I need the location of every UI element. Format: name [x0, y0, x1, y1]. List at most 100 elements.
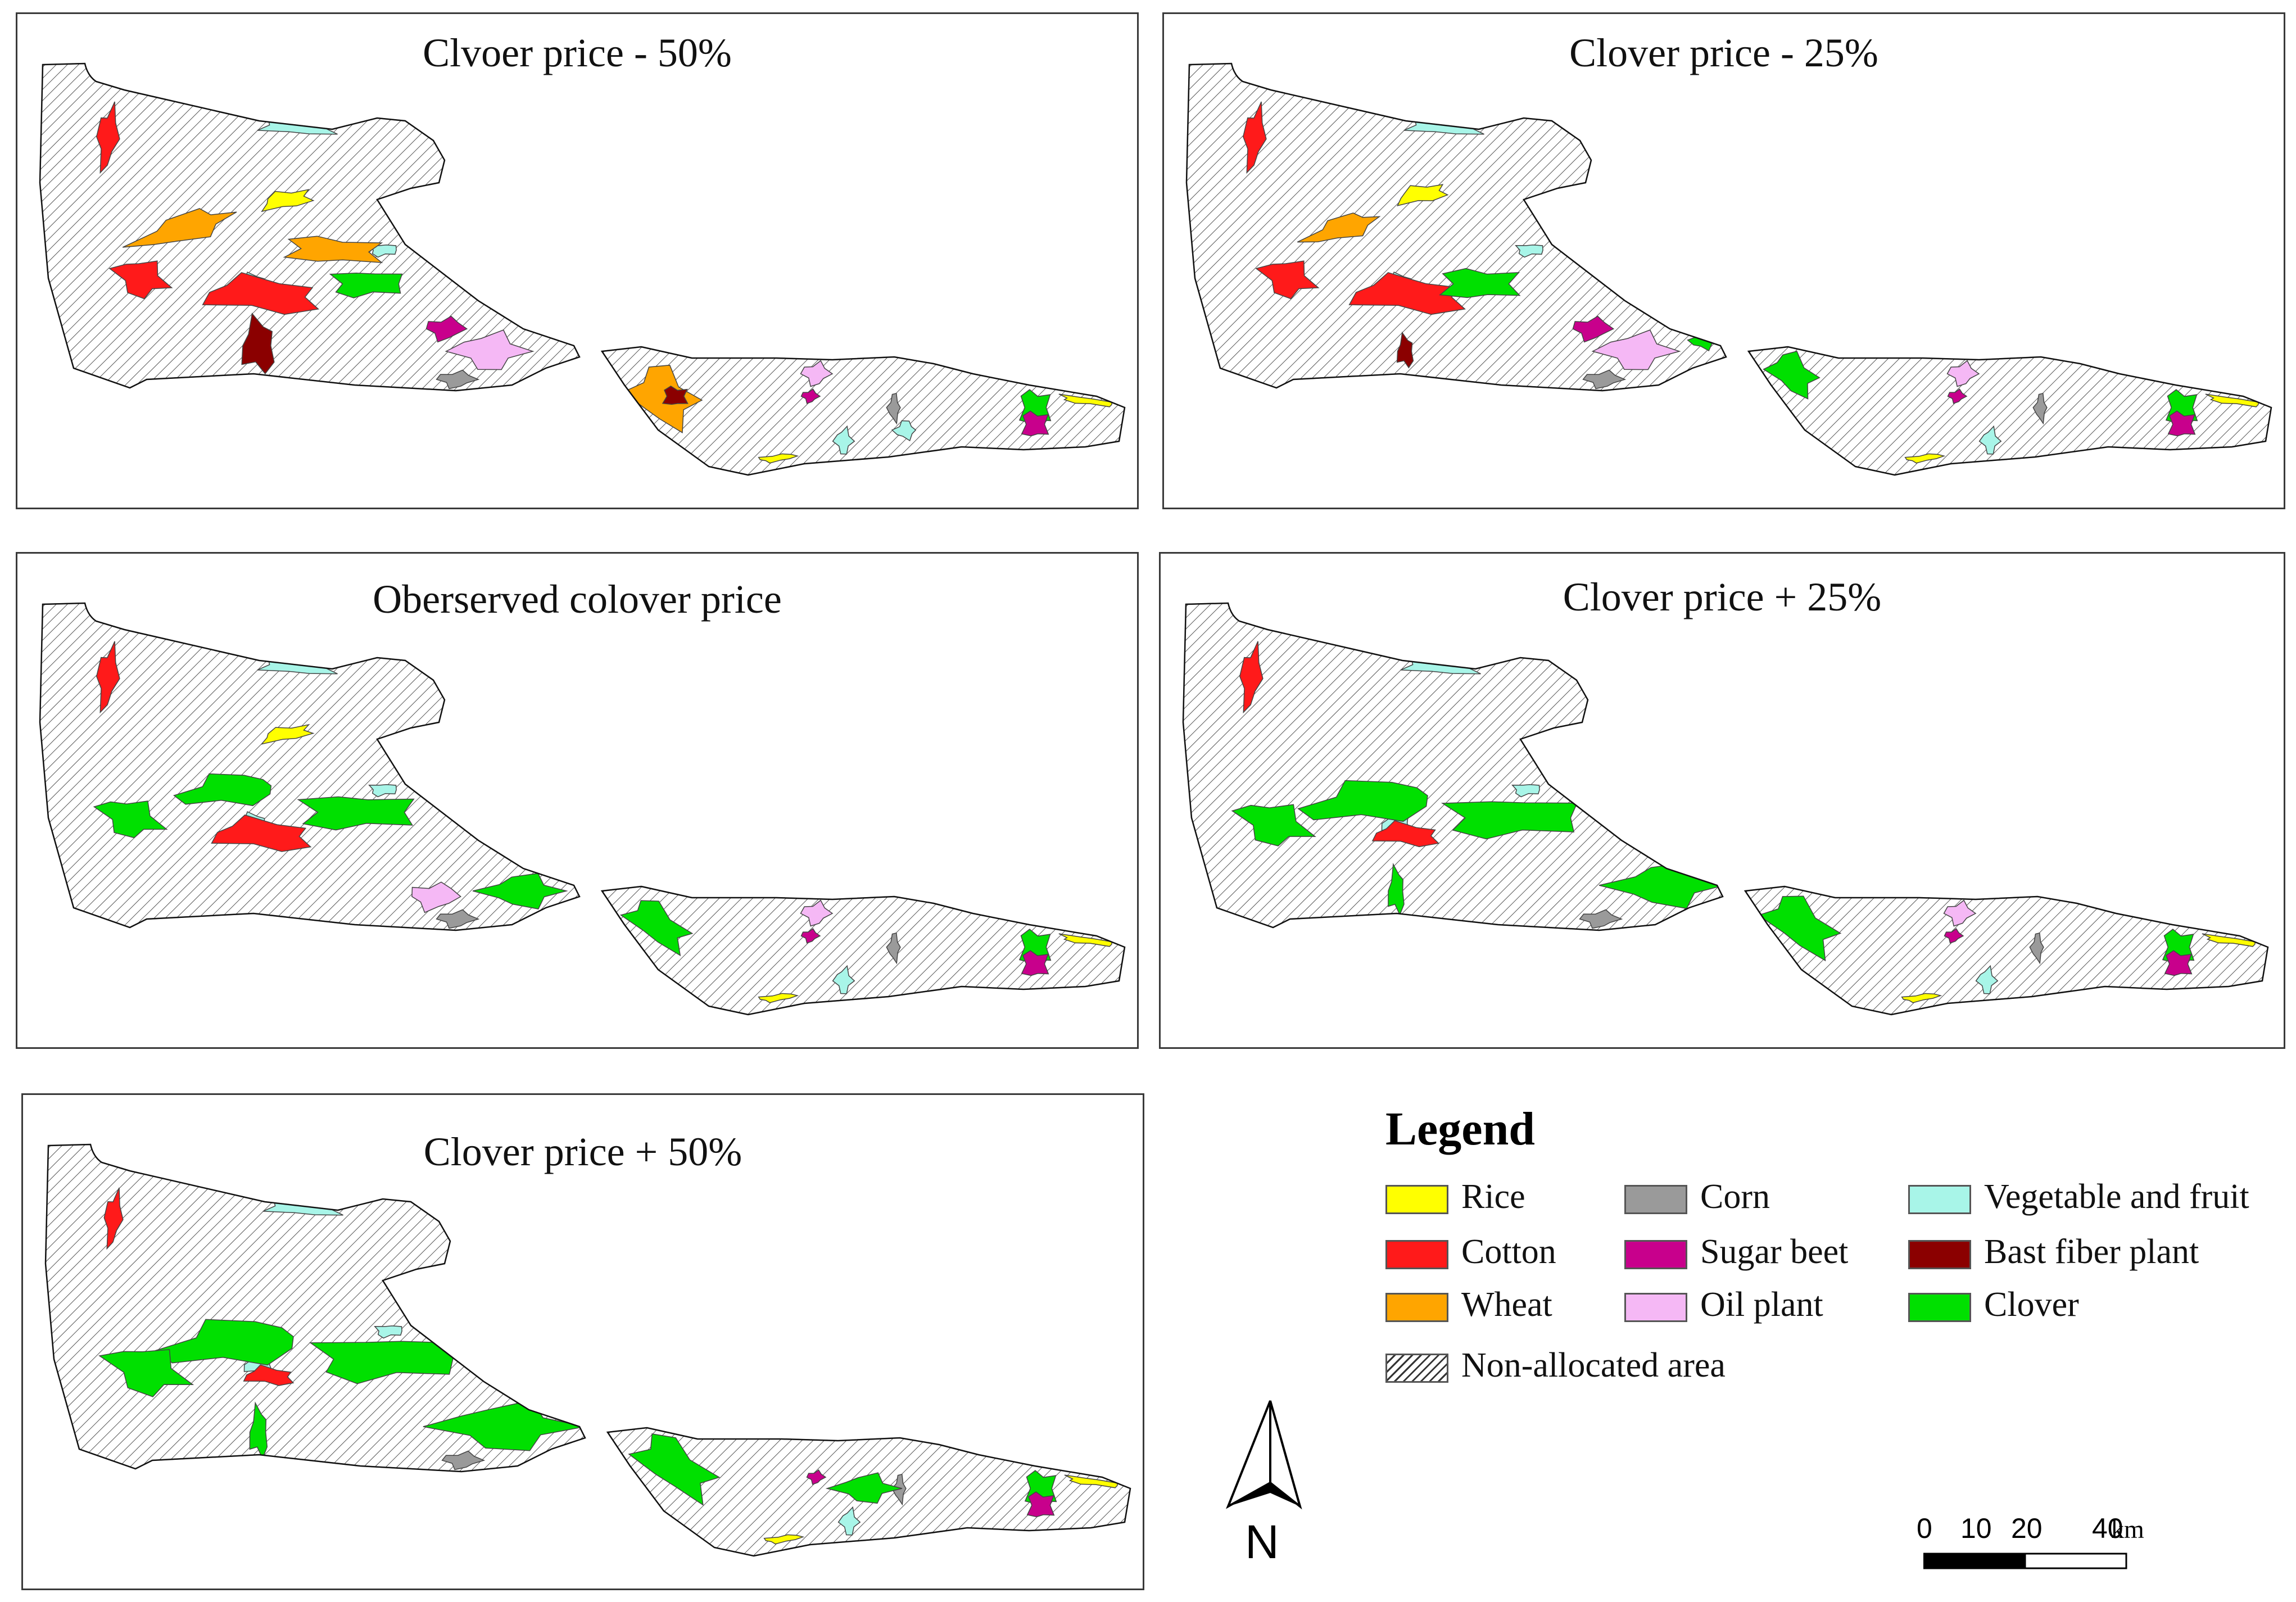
crop-patch — [309, 1341, 455, 1384]
north-label: N — [1245, 1515, 1279, 1568]
crop-patch — [1231, 804, 1316, 847]
scale-tick-40: 40 — [2092, 1513, 2123, 1544]
crop-patch — [758, 453, 799, 464]
crop-patch — [173, 773, 272, 807]
crop-patch — [261, 189, 315, 212]
crop-patch — [243, 1364, 295, 1386]
crop-patch — [1371, 820, 1439, 848]
crop-patch — [211, 814, 312, 852]
crop-patch — [1582, 369, 1627, 390]
region-west — [39, 602, 581, 931]
crop-patch — [1943, 899, 1977, 927]
crop-patch — [837, 1506, 861, 1536]
crop-patch — [832, 425, 855, 455]
crop-patch — [93, 800, 168, 839]
legend-swatch — [1908, 1185, 1971, 1214]
crop-patch — [832, 965, 855, 994]
crop-patch — [329, 273, 403, 298]
region-outline — [44, 1143, 586, 1473]
map-canvas — [1185, 62, 2272, 476]
map-panel-clover-minus-25: Clover price - 25% — [1162, 12, 2285, 509]
region-outline — [1182, 602, 1724, 931]
crop-patch — [1255, 260, 1320, 300]
crop-patch — [96, 101, 120, 174]
crop-patch — [886, 392, 901, 425]
crop-patch — [260, 724, 315, 745]
legend-label: Oil plant — [1700, 1286, 1823, 1324]
legend-title: Legend — [1385, 1103, 1536, 1155]
crop-patch — [1058, 933, 1113, 947]
panel-title: Clover price - 25% — [1569, 30, 1878, 75]
legend-swatch — [1385, 1240, 1448, 1269]
crop-patch — [1239, 641, 1264, 714]
crop-patch — [2032, 392, 2048, 425]
legend-swatch — [1385, 1293, 1448, 1322]
crop-patch — [368, 784, 397, 798]
crop-patch — [1947, 388, 1968, 404]
crop-patch — [441, 1450, 486, 1470]
map-panel-clover-plus-50: Clover price + 50% — [21, 1093, 1144, 1590]
crop-patch — [2167, 410, 2196, 437]
crop-patch — [806, 1469, 827, 1485]
crop-patch — [1515, 245, 1543, 258]
legend-label: Sugar beet — [1700, 1233, 1849, 1271]
north-arrow: N — [1217, 1394, 1307, 1574]
crop-patch — [1058, 393, 1113, 408]
crop-patch — [445, 329, 535, 370]
legend-label: Corn — [1700, 1178, 1770, 1216]
crop-patch — [628, 1433, 721, 1506]
region-outline — [39, 62, 581, 392]
legend-label: Vegetable and fruit — [1984, 1178, 2249, 1216]
crop-patch — [1243, 101, 1267, 174]
crop-patch — [1944, 928, 1964, 944]
crop-patch — [1348, 272, 1466, 315]
crop-patch — [1904, 453, 1946, 464]
crop-patch — [800, 928, 821, 944]
crop-patch — [1591, 329, 1681, 370]
crop-patch — [619, 900, 694, 957]
crop-patch — [2202, 933, 2256, 947]
legend-swatch — [1624, 1185, 1687, 1214]
map-legend: Legend Rice Corn Vegetable and fruit Cotton… — [1377, 1102, 2276, 1417]
crop-patch — [1021, 950, 1049, 976]
crop-patch — [825, 1472, 903, 1504]
crop-patch — [1064, 1474, 1118, 1488]
scale-tick-0: 0 — [1917, 1513, 1932, 1544]
crop-patch — [1026, 1491, 1055, 1518]
panel-title: Clvoer price - 50% — [423, 30, 732, 75]
map-canvas — [44, 1143, 1131, 1557]
crop-patch — [436, 909, 480, 929]
legend-swatch — [1624, 1293, 1687, 1322]
map-panel-clover-observed: Oberserved colover price — [16, 552, 1139, 1049]
region-outline — [39, 602, 581, 931]
crop-patch — [1946, 360, 1980, 387]
scale-bar-graphic — [1923, 1553, 2127, 1569]
crop-patch — [800, 388, 821, 404]
legend-swatch — [1624, 1240, 1687, 1269]
map-panel-clover-minus-50: Clvoer price - 50% — [16, 12, 1139, 509]
panel-title: Oberserved colover price — [373, 577, 782, 622]
legend-swatch — [1908, 1240, 1971, 1269]
region-outline — [1185, 62, 1727, 392]
legend-swatch — [1908, 1293, 1971, 1322]
crop-patch — [436, 369, 480, 390]
region-outline — [1743, 885, 2269, 1016]
crop-patch — [1572, 315, 1615, 343]
crop-patch — [2029, 932, 2044, 965]
region-outline — [1747, 346, 2272, 476]
crop-patch — [122, 208, 237, 248]
scale-tick-10: 10 — [1960, 1513, 1992, 1544]
crop-patch — [1763, 351, 1821, 400]
legend-swatch — [1385, 1185, 1448, 1214]
crop-patch — [1396, 331, 1414, 369]
scale-bar: 0 10 20 40 km — [1917, 1512, 2144, 1580]
map-canvas — [39, 602, 1126, 1016]
crop-patch — [1021, 410, 1049, 437]
crop-patch — [425, 315, 468, 343]
crop-patch — [297, 796, 415, 831]
crop-patch — [98, 1349, 194, 1397]
crop-patch — [763, 1534, 805, 1545]
crop-patch — [2164, 950, 2193, 976]
crop-patch — [1975, 965, 1999, 994]
crop-patch — [1388, 862, 1405, 916]
